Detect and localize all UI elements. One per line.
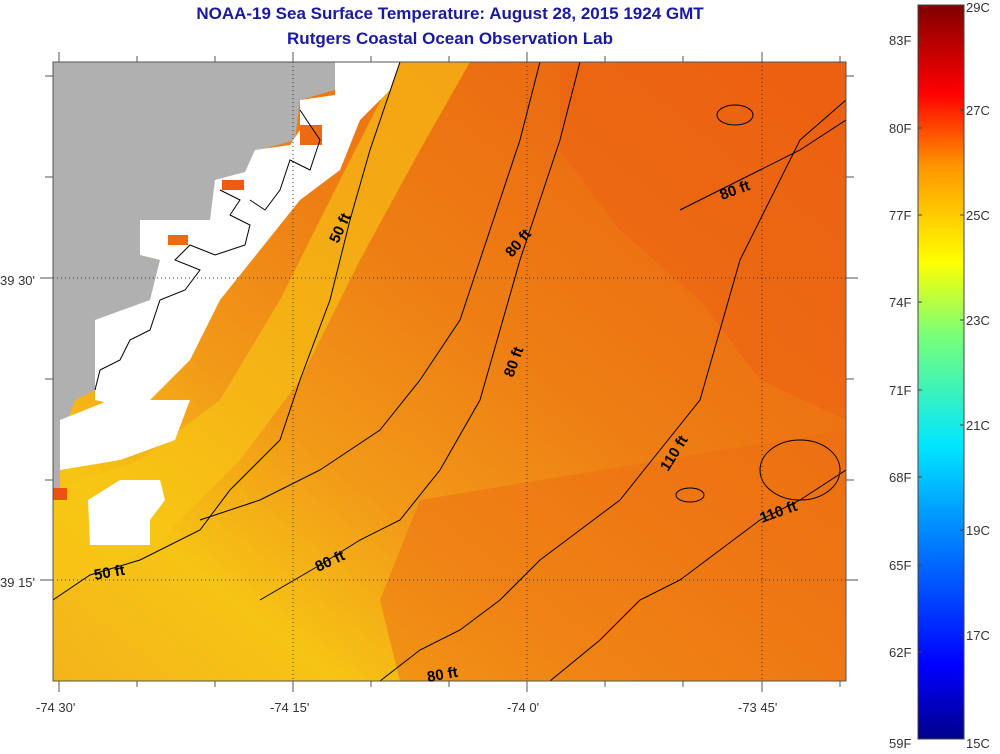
colorbar-f-label: 65F [889,558,911,573]
colorbar-f-label: 77F [889,208,911,223]
warm-pixel [222,180,244,190]
map-subtitle: Rutgers Coastal Ocean Observation Lab [287,29,613,48]
cloud-mask [60,400,190,470]
warm-water-patch [380,430,846,681]
cloud-mask [88,480,165,545]
contour-label: 80 ft [426,664,459,686]
contour-80ft [679,119,846,211]
colorbar-c-label: 17C [966,628,990,643]
colorbar-c-label: 15C [966,736,990,751]
contour-ring [716,104,754,126]
contour-110ft [379,99,846,681]
colorbar-c-label: 21C [966,418,990,433]
colorbar-f-label: 62F [889,645,911,660]
contour-80ft [199,62,541,521]
contour-ring [675,487,705,503]
colorbar-c-label: 25C [966,208,990,223]
y-tick-label: 39 15' [0,575,35,590]
contour-label: 50 ft [93,562,126,584]
colorbar-f-label: 74F [889,295,911,310]
contour-50ft [53,62,401,601]
axis-ticks [40,52,858,692]
coastline [249,109,321,211]
contour-80ft [259,62,581,601]
colorbar [917,4,965,740]
colorbar-c-label: 19C [966,523,990,538]
y-tick-label: 39 30' [0,273,35,288]
colorbar-f-label: 68F [889,470,911,485]
warm-pixel [300,125,322,145]
warm-pixel [168,235,188,245]
colorbar-ticks [918,39,964,653]
colorbar-c-label: 29C [966,0,990,15]
warm-pixel [53,488,67,500]
warm-water-patch [560,62,846,420]
colorbar-f-label: 83F [889,33,911,48]
x-tick-label: -74 30' [36,700,75,715]
colorbar-c-label: 27C [966,103,990,118]
colorbar-f-label: 71F [889,383,911,398]
colorbar-f-label: 59F [889,736,911,751]
land-mass [53,62,335,490]
map-title: NOAA-19 Sea Surface Temperature: August … [196,4,704,23]
colorbar-c-label: 23C [966,313,990,328]
x-tick-label: -74 15' [270,700,309,715]
colorbar-f-label: 80F [889,121,911,136]
x-tick-label: -73 45' [738,700,777,715]
contour-ring [759,439,841,501]
graticule [53,62,846,681]
contour-110ft [549,469,846,681]
x-tick-label: -74 0' [507,700,539,715]
coastline [94,189,251,391]
cool-water-band [53,62,470,600]
